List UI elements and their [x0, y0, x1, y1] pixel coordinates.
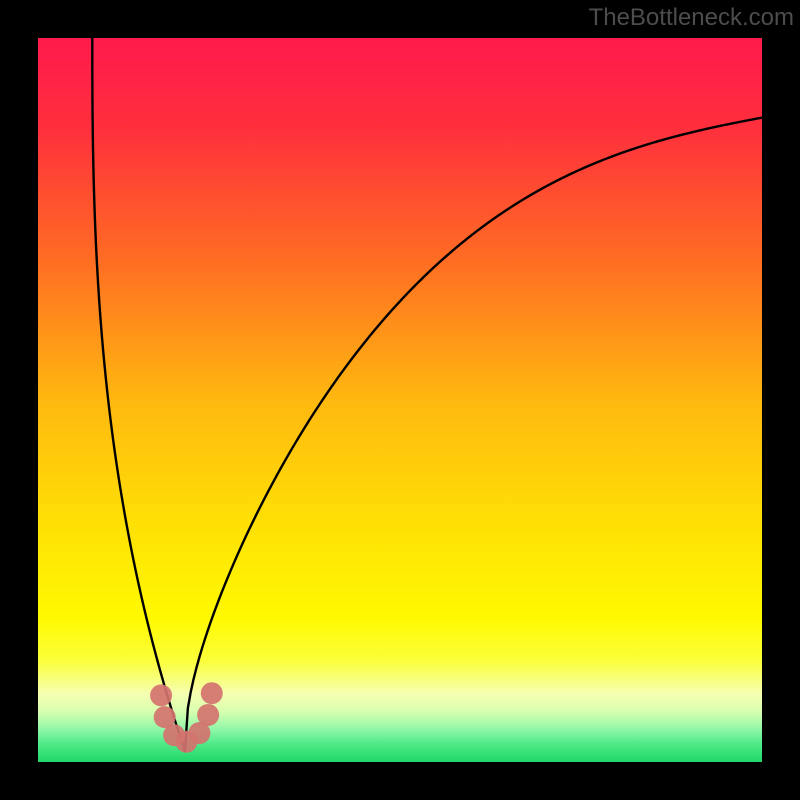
curve-layer	[38, 38, 762, 762]
plot-area	[38, 38, 762, 762]
minimum-marker	[201, 682, 223, 704]
bottleneck-curve-left-branch	[92, 38, 185, 751]
watermark-text: TheBottleneck.com	[589, 4, 794, 32]
chart-frame	[38, 38, 762, 762]
bottleneck-curve-right-branch	[185, 118, 762, 752]
minimum-marker	[197, 704, 219, 726]
minimum-marker	[150, 684, 172, 706]
